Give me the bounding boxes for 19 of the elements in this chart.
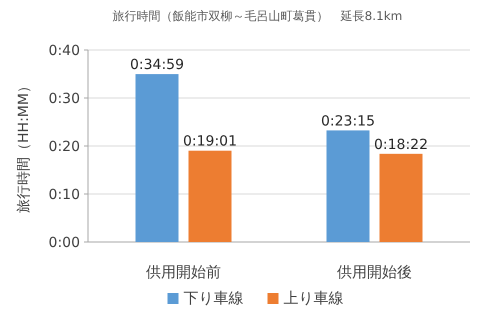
y-axis-title: 旅行時間（HH:MM）	[16, 79, 32, 213]
y-tick-label: 0:20	[48, 139, 80, 155]
bar	[188, 150, 232, 242]
data-label: 0:34:59	[130, 57, 184, 74]
legend-label: 上り車線	[284, 289, 344, 307]
bar	[326, 130, 370, 242]
bar	[380, 154, 422, 242]
y-tick-label: 0:00	[48, 235, 80, 251]
y-tick-label: 0:40	[48, 43, 80, 59]
data-label: 0:18:22	[374, 136, 428, 153]
x-tick-label: 供用開始前	[146, 263, 221, 281]
data-label: 0:23:15	[321, 113, 375, 130]
chart-title: 旅行時間（飯能市双柳～毛呂山町葛貫） 延長8.1km	[112, 9, 402, 23]
y-tick-label: 0:30	[48, 91, 80, 107]
legend-label: 下り車線	[184, 289, 244, 307]
y-tick-label: 0:10	[48, 187, 80, 203]
data-label: 0:19:01	[183, 134, 237, 150]
bar	[136, 74, 178, 242]
x-tick-label: 供用開始後	[337, 263, 412, 281]
